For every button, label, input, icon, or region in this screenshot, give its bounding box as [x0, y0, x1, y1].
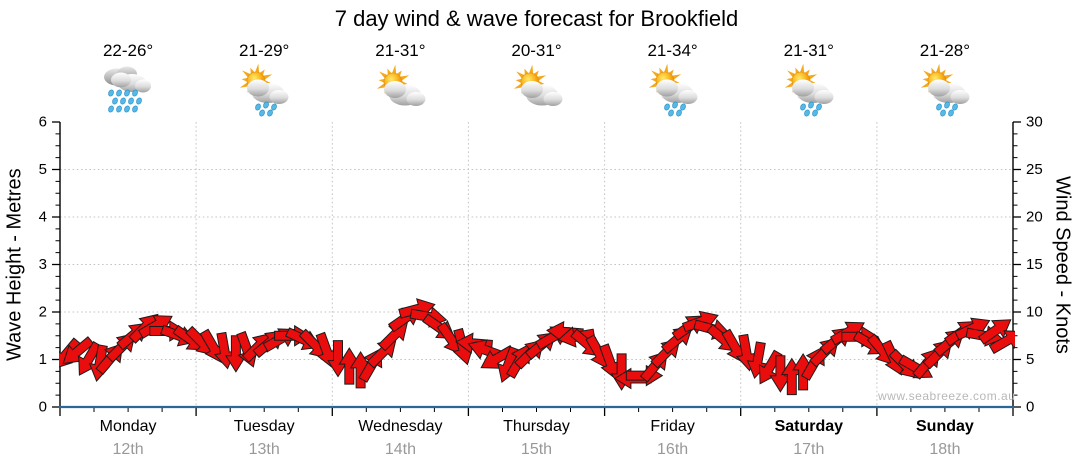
day-label: Tuesday	[233, 418, 295, 435]
wind-tick-label: 30	[1026, 114, 1043, 131]
date-label: 17th	[793, 441, 825, 458]
wind-arrow	[977, 319, 1012, 345]
sun-cloud-rain-icon	[777, 62, 841, 118]
sun-cloud-rain-icon	[913, 62, 977, 118]
temp-range-label: 21-31°	[375, 41, 426, 60]
day-label: Friday	[650, 418, 695, 435]
wind-tick-label: 5	[1026, 351, 1034, 368]
watermark: www.seabreeze.com.au	[878, 389, 1016, 403]
wind-arrow	[599, 343, 621, 381]
day-label: Sunday	[915, 418, 974, 435]
date-label: 12th	[112, 441, 144, 458]
temp-range-label: 21-31°	[783, 41, 834, 60]
date-label: 14th	[384, 441, 416, 458]
wind-axis-title: Wind Speed - Knots	[1051, 175, 1074, 354]
sun-cloud-rain-icon	[641, 62, 705, 118]
wave-tick-label: 4	[39, 209, 47, 226]
temp-range-label: 22-26°	[102, 41, 154, 60]
wind-arrow	[769, 355, 792, 393]
wind-tick-label: 0	[1026, 399, 1034, 416]
sun-cloud-rain-icon	[232, 62, 296, 118]
wind-tick-label: 20	[1026, 209, 1043, 226]
day-label: Wednesday	[358, 418, 443, 435]
wind-arrow	[315, 331, 338, 369]
day-label: Monday	[99, 418, 157, 435]
wind-arrow	[792, 352, 815, 391]
wind-arrow	[338, 347, 361, 385]
day-label: Saturday	[774, 418, 844, 435]
date-label: 15th	[520, 441, 553, 458]
sun-cloud-icon	[505, 62, 569, 118]
temp-range-label: 21-29°	[239, 41, 290, 60]
temp-range-label: 21-28°	[919, 41, 971, 60]
wind-arrow	[988, 330, 1015, 355]
date-label: 16th	[657, 441, 689, 458]
wave-tick-label: 6	[39, 114, 47, 131]
wind-arrow	[349, 350, 372, 389]
wind-tick-label: 10	[1026, 304, 1043, 321]
rain-icon	[96, 62, 160, 118]
wave-tick-label: 2	[39, 304, 47, 321]
wave-tick-label: 1	[39, 351, 47, 368]
sun-cloud-icon	[368, 62, 432, 118]
date-label: 18th	[929, 441, 961, 458]
chart-title: 7 day wind & wave forecast for Brookfiel…	[334, 6, 739, 31]
wave-tick-label: 0	[39, 399, 47, 416]
wave-tick-label: 3	[39, 256, 47, 273]
temp-range-label: 20-31°	[511, 41, 562, 60]
wave-tick-label: 5	[39, 161, 47, 178]
wind-tick-label: 15	[1026, 256, 1043, 273]
wind-tick-label: 25	[1026, 161, 1043, 178]
date-label: 13th	[248, 441, 280, 458]
temp-range-label: 21-34°	[647, 41, 698, 60]
day-label: Thursday	[503, 418, 570, 435]
